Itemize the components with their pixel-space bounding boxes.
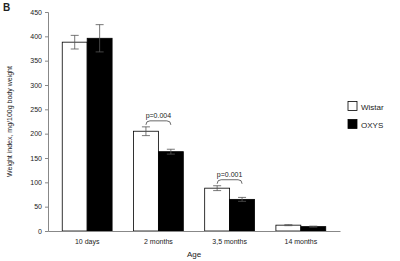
- title: B: [3, 2, 10, 13]
- legend-item: Wistar: [348, 102, 384, 112]
- chart: 0 50 100 150 200 250 300 350 400 450 10 days 2 mont…: [0, 0, 400, 261]
- annotation-bracket: [146, 121, 171, 125]
- legend: Wistar OXYS: [348, 102, 384, 130]
- y-tick: 300: [30, 82, 48, 89]
- error-bar: [96, 25, 104, 52]
- x-tick: 10 days: [75, 238, 100, 246]
- x-tick: 3,5 months: [212, 238, 247, 245]
- y-tick-label: 150: [30, 155, 42, 162]
- x-axis-line: [49, 231, 341, 232]
- y-tick-mark: [45, 158, 48, 159]
- error-bar-cap: [167, 149, 175, 150]
- error-bar-cap: [284, 224, 292, 225]
- error-bar: [213, 186, 221, 191]
- y-tick-label: 300: [30, 82, 42, 89]
- bar: [205, 188, 230, 231]
- error-bar-cap: [213, 185, 221, 186]
- x-tick-label: 14 months: [284, 238, 317, 245]
- y-tick: 150: [30, 155, 48, 162]
- y-tick-mark: [45, 109, 48, 110]
- legend-swatch: [348, 102, 357, 111]
- y-axis-title: Weight index, mg/100g body weight: [6, 66, 14, 177]
- y-tick-label: 100: [30, 179, 42, 186]
- x-tick: 2 months: [144, 238, 173, 245]
- y-tick: 0: [38, 228, 48, 235]
- error-bar: [167, 149, 175, 154]
- x-axis-title: Age: [187, 250, 202, 259]
- error-bar: [284, 224, 292, 226]
- y-tick-mark: [45, 182, 48, 183]
- y-tick-mark: [45, 134, 48, 135]
- error-bar-cap: [142, 135, 150, 136]
- y-tick-mark: [45, 207, 48, 208]
- y-tick: 50: [34, 203, 48, 210]
- bar: [230, 199, 255, 231]
- error-bar-line: [145, 127, 146, 136]
- y-tick: 350: [30, 57, 48, 64]
- legend-label: Wistar: [361, 103, 384, 112]
- annotations: p=0.004 p=0.001: [146, 112, 243, 184]
- y-tick-mark: [45, 12, 48, 13]
- annotation: p=0.001: [217, 171, 243, 179]
- error-bar-line: [170, 149, 171, 154]
- bar: [133, 131, 158, 231]
- error-bar-cap: [71, 35, 79, 36]
- y-tick: 400: [30, 33, 48, 40]
- error-bar-cap: [284, 225, 292, 226]
- error-bar-cap: [96, 51, 104, 52]
- y-tick: 250: [30, 106, 48, 113]
- error-bar-cap: [142, 126, 150, 127]
- error-bar-line: [74, 35, 75, 49]
- y-tick-mark: [45, 231, 48, 232]
- legend-item: OXYS: [348, 120, 383, 130]
- annotation-bracket: [217, 180, 242, 184]
- y-tick-label: 350: [30, 57, 42, 64]
- y-tick: 200: [30, 130, 48, 137]
- bar: [62, 42, 87, 231]
- x-tick-label: 2 months: [144, 238, 173, 245]
- x-axis: 10 days 2 months 3,5 months 14 months: [49, 232, 341, 246]
- legend-swatch: [348, 120, 357, 129]
- error-bar: [142, 127, 150, 136]
- error-bar-cap: [213, 190, 221, 191]
- error-bar-cap: [167, 154, 175, 155]
- y-tick-mark: [45, 85, 48, 86]
- y-tick-label: 0: [38, 228, 42, 235]
- y-tick-label: 200: [30, 130, 42, 137]
- y-tick-mark: [45, 36, 48, 37]
- x-tick-label: 3,5 months: [212, 238, 247, 245]
- y-tick-label: 450: [30, 9, 42, 16]
- y-tick: 100: [30, 179, 48, 186]
- error-bar-line: [242, 197, 243, 201]
- error-bar-cap: [309, 226, 317, 227]
- bar: [87, 38, 112, 231]
- bar: [158, 152, 183, 231]
- y-tick-mark: [45, 61, 48, 62]
- error-bar-cap: [238, 201, 246, 202]
- y-axis-line: [45, 13, 49, 232]
- error-bar: [238, 197, 246, 201]
- x-tick-label: 10 days: [75, 238, 100, 246]
- error-bar: [71, 35, 79, 49]
- error-bar-cap: [96, 24, 104, 25]
- y-tick-label: 400: [30, 33, 42, 40]
- error-bar-line: [99, 25, 100, 52]
- error-bar-line: [217, 186, 218, 191]
- error-bar-cap: [238, 197, 246, 198]
- error-bar-cap: [309, 227, 317, 228]
- y-tick-label: 250: [30, 106, 42, 113]
- plot: [62, 25, 326, 231]
- x-tick: 14 months: [284, 238, 317, 245]
- bar: [276, 225, 301, 231]
- annotation: p=0.004: [146, 112, 172, 120]
- y-axis: 0 50 100 150 200 250 300 350 400 450: [30, 9, 48, 235]
- legend-label: OXYS: [361, 121, 383, 130]
- bar: [301, 227, 326, 231]
- error-bar-cap: [71, 48, 79, 49]
- y-tick-label: 50: [34, 203, 42, 210]
- y-tick: 450: [30, 9, 48, 16]
- error-bar: [309, 226, 317, 228]
